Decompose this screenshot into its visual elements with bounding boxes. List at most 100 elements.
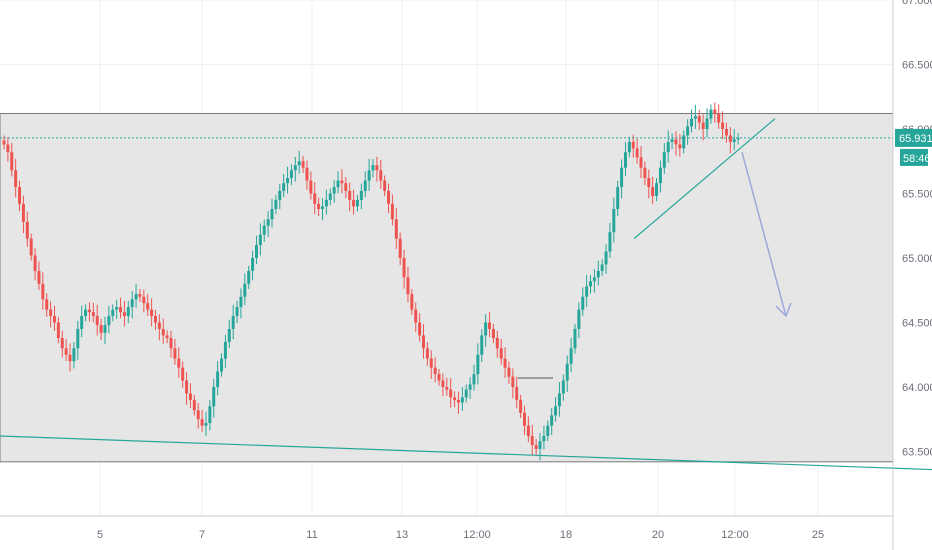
candle-body <box>153 316 157 323</box>
candle-body <box>165 335 169 338</box>
support-trendline[interactable] <box>0 435 932 471</box>
projection-arrow-shaft[interactable] <box>741 152 787 317</box>
candle-body <box>324 199 328 207</box>
price-tick-label: 66.500 <box>902 60 932 72</box>
candle-body <box>212 387 216 407</box>
candle-body <box>348 190 352 200</box>
candle-body <box>68 354 72 362</box>
time-tick-label: 25 <box>812 529 824 541</box>
range-box-layer <box>0 113 894 463</box>
price-tick-label: 64.500 <box>902 318 932 330</box>
candle-body <box>204 423 208 426</box>
candle-body <box>254 245 258 258</box>
candle-body <box>270 208 274 220</box>
candle-body <box>639 157 643 168</box>
candle-body <box>41 283 45 300</box>
candle-body <box>453 397 457 400</box>
candle-body <box>286 178 290 184</box>
candle-body <box>721 122 725 129</box>
candle-body <box>161 328 165 336</box>
time-tick-label: 18 <box>560 529 572 541</box>
candle-body <box>491 328 495 338</box>
candle-body <box>530 436 534 446</box>
time-tick-label: 13 <box>396 529 408 541</box>
candle-body <box>736 138 740 140</box>
candle-body <box>655 183 659 197</box>
candle-body <box>37 270 41 284</box>
candle-body <box>414 309 418 323</box>
candle-body <box>2 140 6 145</box>
candle-body <box>375 165 379 171</box>
candle-body <box>616 187 620 209</box>
candle-body <box>499 348 503 359</box>
candle-body <box>460 397 464 403</box>
candle-body <box>713 109 717 114</box>
price-axis[interactable]: 67.00066.50066.00065.50065.00064.50064.0… <box>892 0 932 550</box>
candle-body <box>608 232 612 252</box>
candle-body <box>585 286 589 297</box>
candle-body <box>177 358 181 368</box>
candle-body <box>289 170 293 179</box>
candle-body <box>72 348 76 362</box>
candle-body <box>456 399 460 403</box>
candle-body <box>84 309 88 317</box>
candle-body <box>223 341 227 359</box>
drawings[interactable] <box>0 118 932 471</box>
candle-body <box>592 277 596 282</box>
candle-body <box>192 399 196 411</box>
candle-body <box>371 165 375 171</box>
candle-body <box>561 380 565 394</box>
candles <box>2 102 740 461</box>
candle-body <box>355 199 359 207</box>
candle-body <box>56 322 60 338</box>
countdown-badge <box>900 148 928 166</box>
candle-body <box>185 380 189 394</box>
candle-body <box>682 135 686 149</box>
candle-body <box>522 412 526 426</box>
candle-body <box>569 348 573 364</box>
candle-body <box>10 152 14 171</box>
candle-body <box>612 208 616 233</box>
time-axis[interactable]: 5 7 11 13 12:00 18 20 12:00 25 <box>0 515 893 541</box>
time-tick-label: 12:00 <box>463 529 491 541</box>
projection-arrow-head <box>775 302 792 318</box>
candle-body <box>565 363 569 381</box>
range-box[interactable] <box>0 113 894 463</box>
candle-body <box>425 348 429 359</box>
candle-body <box>651 187 655 197</box>
candle-body <box>119 307 123 313</box>
candle-body <box>91 312 95 317</box>
candle-body <box>220 358 224 372</box>
candle-body <box>666 141 670 153</box>
candle-body <box>21 203 25 222</box>
candle-body <box>301 161 305 168</box>
candle-body <box>317 203 321 209</box>
candle-body <box>340 180 344 184</box>
candle-body <box>111 309 115 317</box>
candle-body <box>107 316 111 326</box>
candle-body <box>142 296 146 304</box>
price-badges: 65.931 58:46 <box>895 128 932 166</box>
candle-body <box>216 371 220 387</box>
candle-body <box>701 122 705 129</box>
candle-body <box>157 322 161 329</box>
current-price-badge <box>895 128 932 147</box>
candle-body <box>274 199 278 209</box>
candle-body <box>441 380 445 387</box>
candle-body <box>557 393 561 407</box>
candle-body <box>647 178 651 188</box>
countdown-label: 58:46 <box>903 153 931 165</box>
candle-body <box>596 270 600 278</box>
candle-body <box>550 415 554 426</box>
candle-body <box>359 190 363 200</box>
candle-body <box>169 337 173 349</box>
candle-body <box>150 309 154 317</box>
candle-body <box>130 299 134 308</box>
candle-body <box>328 193 332 200</box>
candle-body <box>336 180 340 188</box>
candle-body <box>484 322 488 336</box>
rising-trendline[interactable] <box>633 118 776 240</box>
candle-body <box>690 118 694 127</box>
